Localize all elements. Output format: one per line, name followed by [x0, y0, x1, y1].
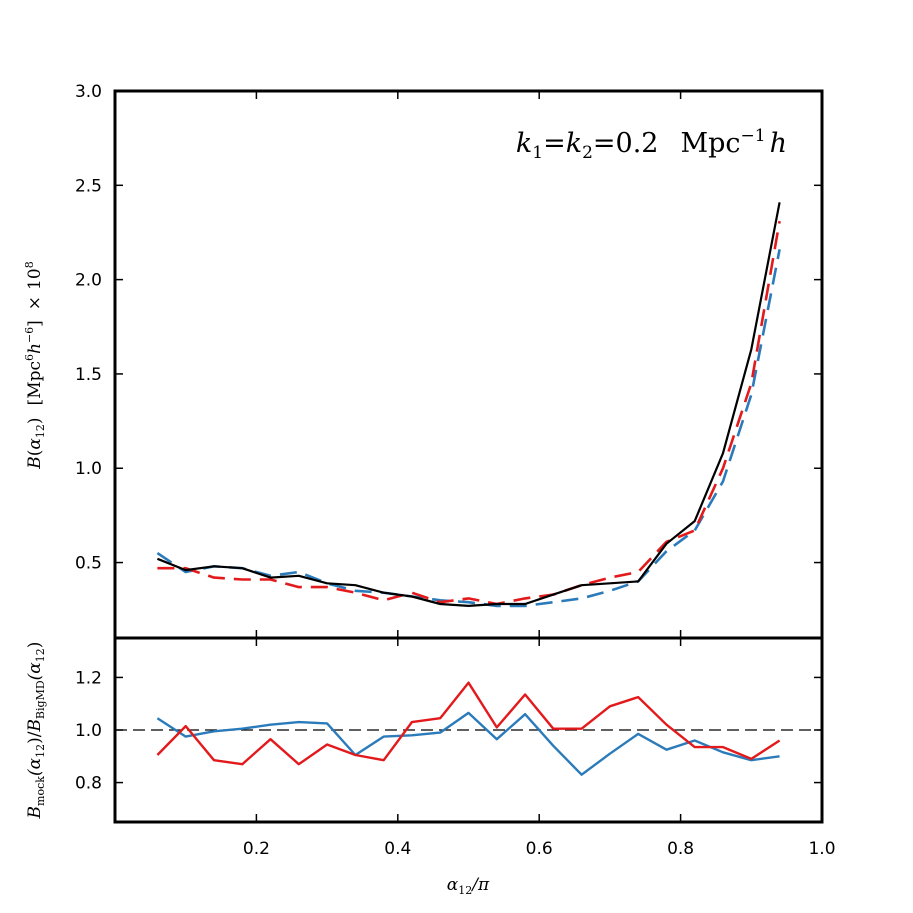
bottom-xtick-label: 0.2: [243, 839, 270, 859]
top-ytick-label: 3.0: [75, 82, 102, 102]
top-ylabel: B(α12)[Mpc6h−6]×108: [23, 261, 47, 469]
bottom-ticks-group: 0.8 1.0 1.2 0.2 0.4 0.6 0.8 1.0: [75, 638, 836, 859]
bottom-xtick-label: 0.6: [526, 839, 553, 859]
bottom-series-group: [156, 681, 781, 776]
top-ytick-label: 1.5: [75, 365, 102, 385]
top-ytick-label: 2.5: [75, 176, 102, 196]
bottom-ytick-label: 1.2: [75, 668, 102, 688]
bottom-ytick-label: 0.8: [75, 774, 102, 794]
bottom-xtick-label: 0.8: [667, 839, 694, 859]
bottom-xlabel: α12/π: [447, 875, 490, 897]
top-ytick-label: 1.0: [75, 459, 102, 479]
top-series-line-1: [157, 220, 781, 606]
top-series-group: [156, 202, 781, 608]
top-series-line-0: [156, 202, 781, 608]
bottom-panel: 0.8 1.0 1.2 0.2 0.4 0.6 0.8 1.0 Bmock(α12)/BBig…: [25, 636, 836, 897]
top-ytick-label: 0.5: [75, 554, 102, 574]
bottom-xtick-label: 1.0: [808, 839, 835, 859]
bottom-series-line-0: [156, 681, 781, 766]
bottom-plot-frame: [113, 636, 824, 824]
top-annotation: k1=k2=0.2 Mpc−1 h: [516, 126, 787, 163]
top-ticks-group: 0.5 1.0 1.5 2.0 2.5 3.0: [75, 82, 823, 638]
bottom-series-line-1: [156, 711, 780, 776]
top-series-line-2: [156, 249, 781, 608]
bottom-ylabel: Bmock(α12)/BBigMD(α12): [25, 642, 47, 820]
bottom-xtick-label: 0.4: [384, 839, 411, 859]
top-ytick-label: 2.0: [75, 271, 102, 291]
bottom-ytick-label: 1.0: [75, 721, 102, 741]
